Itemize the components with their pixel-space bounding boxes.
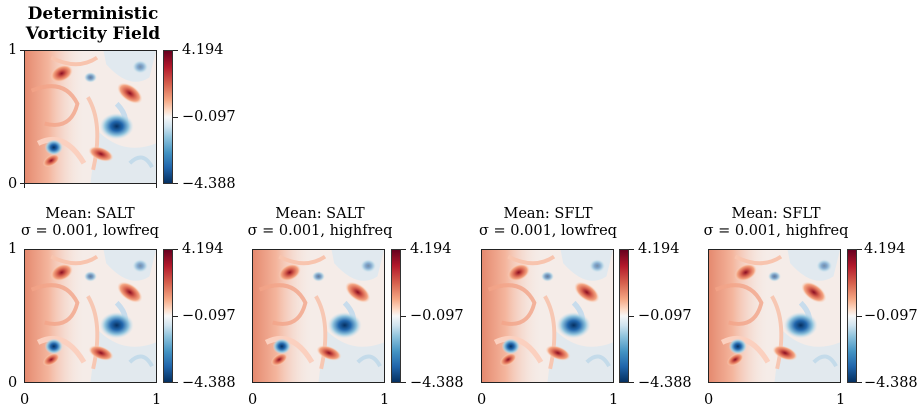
colorbar-tick	[173, 382, 178, 383]
colorbar-min-label: −4.388	[638, 375, 692, 391]
colorbar-min-label: −4.388	[182, 176, 236, 192]
colorbar-tick	[629, 316, 634, 317]
title-line1: Mean: SALT	[275, 206, 365, 222]
colorbar-mid-label: −0.097	[182, 109, 236, 125]
x-tick-label-left: 0	[20, 392, 30, 408]
colorbar-tick	[857, 316, 862, 317]
vorticity-plot	[24, 50, 157, 184]
y-tick-label-bottom: 0	[8, 176, 18, 192]
y-tick	[20, 183, 24, 184]
colorbar-max-label: 4.194	[864, 241, 906, 257]
colorbar-mid-label: −0.097	[410, 308, 464, 324]
x-tick-label-left: 0	[248, 392, 258, 408]
colorbar	[163, 50, 173, 184]
vorticity-field-image	[25, 250, 156, 382]
colorbar-min-label: −4.388	[182, 375, 236, 391]
title-line2: σ = 0.001, lowfreq	[21, 223, 159, 240]
colorbar-max-label: 4.194	[182, 42, 224, 58]
colorbar-max-label: 4.194	[182, 241, 224, 257]
colorbar-tick	[173, 50, 178, 51]
x-tick	[24, 184, 25, 188]
colorbar-max-label: 4.194	[410, 241, 452, 257]
panel-title: Mean: SALT σ = 0.001, highfreq	[247, 206, 393, 240]
vorticity-plot	[252, 249, 385, 383]
colorbar-tick	[629, 382, 634, 383]
x-tick-label-right: 1	[380, 392, 390, 408]
colorbar-tick	[629, 249, 634, 250]
y-tick	[20, 50, 24, 51]
y-tick-label-bottom: 0	[8, 375, 18, 391]
colorbar-tick	[173, 117, 178, 118]
title-line2: σ = 0.001, highfreq	[247, 223, 393, 240]
colorbar-tick	[401, 382, 406, 383]
colorbar-max-label: 4.194	[638, 241, 680, 257]
vorticity-plot	[708, 249, 841, 383]
colorbar-tick	[857, 382, 862, 383]
x-tick-label-left: 0	[477, 392, 487, 408]
colorbar-tick	[401, 249, 406, 250]
title-line1: Deterministic	[27, 4, 159, 24]
title-line2: σ = 0.001, highfreq	[703, 223, 849, 240]
title-line1: Mean: SFLT	[503, 206, 593, 222]
title-line1: Mean: SALT	[45, 206, 135, 222]
colorbar-tick	[401, 316, 406, 317]
y-tick-label-top: 1	[8, 241, 18, 257]
panel-title: Mean: SFLT σ = 0.001, lowfreq	[478, 206, 618, 240]
x-tick-label-left: 0	[704, 392, 714, 408]
colorbar-tick	[173, 183, 178, 184]
vorticity-field-image	[482, 250, 613, 382]
vorticity-field-image	[253, 250, 384, 382]
colorbar-tick	[857, 249, 862, 250]
x-tick-label-right: 1	[609, 392, 619, 408]
colorbar-mid-label: −0.097	[638, 308, 692, 324]
colorbar-tick	[173, 249, 178, 250]
colorbar	[619, 249, 629, 383]
title-line2: σ = 0.001, lowfreq	[479, 223, 617, 240]
vorticity-plot	[481, 249, 614, 383]
colorbar	[847, 249, 857, 383]
colorbar-mid-label: −0.097	[864, 308, 918, 324]
colorbar-mid-label: −0.097	[182, 308, 236, 324]
vorticity-field-image	[709, 250, 840, 382]
x-tick-label-right: 1	[836, 392, 846, 408]
y-tick-label-top: 1	[8, 42, 18, 58]
colorbar	[391, 249, 401, 383]
colorbar-min-label: −4.388	[864, 375, 918, 391]
title-line1: Mean: SFLT	[731, 206, 821, 222]
colorbar	[163, 249, 173, 383]
colorbar-tick	[173, 316, 178, 317]
x-tick-label-right: 1	[152, 392, 162, 408]
title-line2: Vorticity Field	[25, 24, 161, 45]
vorticity-field-image	[25, 51, 156, 183]
panel-title: Mean: SALT σ = 0.001, lowfreq	[20, 206, 160, 240]
colorbar-min-label: −4.388	[410, 375, 464, 391]
panel-title: Deterministic Vorticity Field	[18, 4, 168, 44]
x-tick	[156, 184, 157, 188]
panel-title: Mean: SFLT σ = 0.001, highfreq	[703, 206, 849, 240]
vorticity-plot	[24, 249, 157, 383]
